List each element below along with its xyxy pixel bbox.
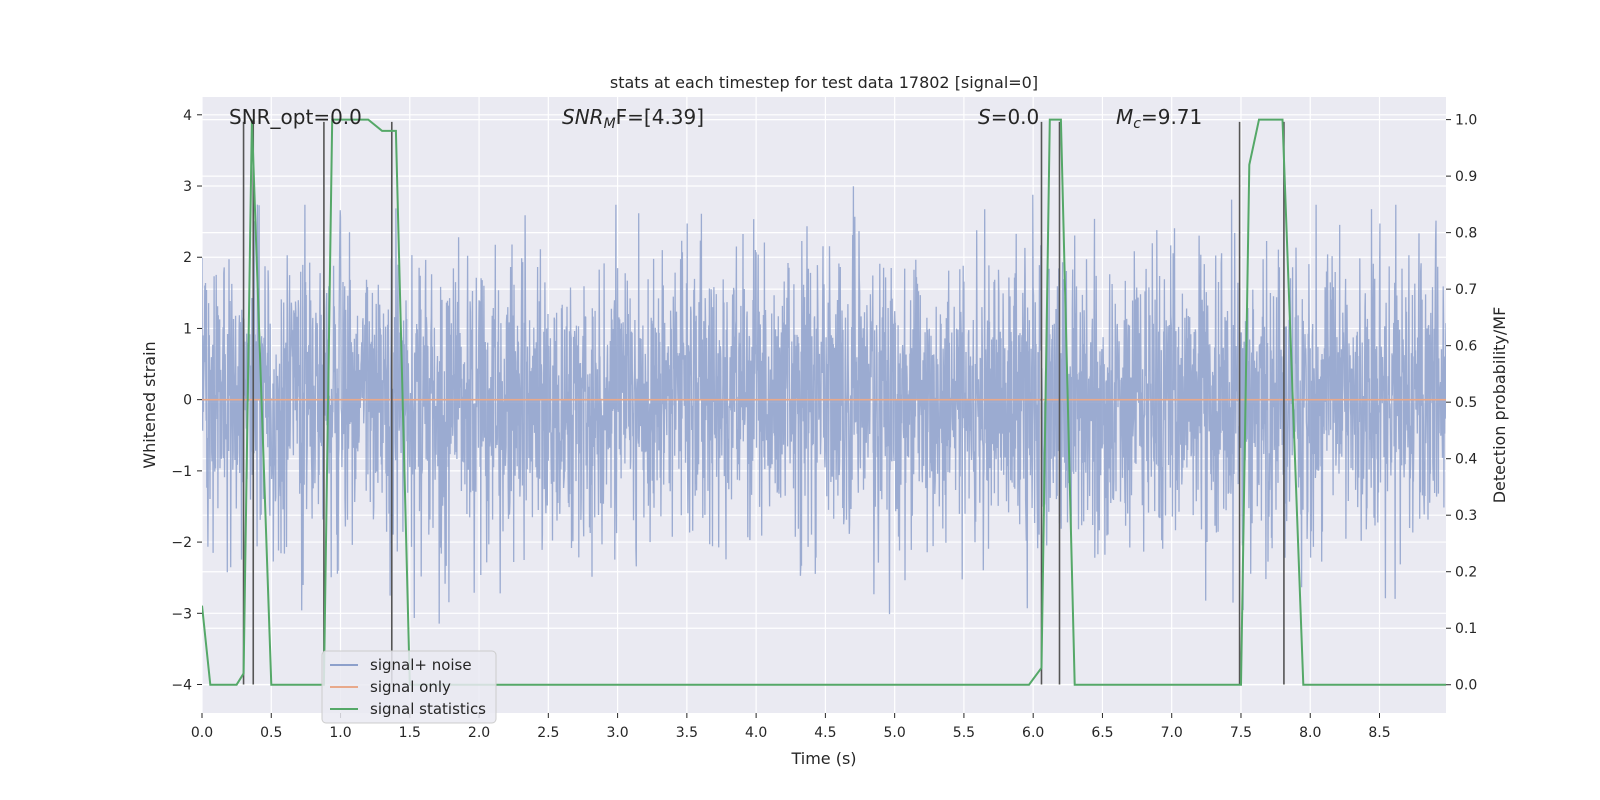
y-left-tick-label: 2 [183,250,192,266]
annotation-snr-mf: SNRMF=[4.39] [562,105,704,132]
annotation-s: S=0.0 [978,105,1039,129]
x-axis-label: Time (s) [790,749,856,768]
x-tick-label: 5.5 [953,725,975,741]
y-axis-right-label: Detection probability/MF [1490,307,1509,504]
x-tick-label: 8.0 [1299,725,1321,741]
y-right-tick-label: 0.1 [1455,621,1477,637]
x-tick-label: 6.0 [1022,725,1044,741]
y-right-tick-label: 1.0 [1455,113,1477,129]
y-left-tick-label: 4 [183,108,192,124]
y-right-tick-label: 0.2 [1455,565,1477,581]
x-tick-label: 7.5 [1230,725,1252,741]
y-right-tick-label: 0.8 [1455,226,1477,242]
legend-box [321,650,497,724]
y-left-tick-label: 1 [183,321,192,337]
x-tick-label: 0.0 [191,725,213,741]
x-tick-label: 4.5 [814,725,836,741]
x-tick-label: 2.0 [468,725,490,741]
y-right-tick-label: 0.5 [1455,395,1477,411]
annotations: SNR_opt=0.0 SNRMF=[4.39] S=0.0 Mc=9.71 [229,105,1202,132]
chart-title: stats at each timestep for test data 178… [610,73,1038,92]
annotation-snr-opt: SNR_opt=0.0 [229,105,362,129]
y-axis-left-label: Whitened strain [140,341,159,468]
y-right-tick-label: 0.3 [1455,508,1477,524]
annotation-mc: Mc=9.71 [1116,105,1202,132]
axes: 0.0 0.5 1.0 1.5 2.0 2.5 3.0 3.5 4.0 4.5 5.0 5.5 6.0 6… [171,108,1477,741]
y-right-tick-label: 0.7 [1455,282,1477,298]
x-tick-label: 3.0 [606,725,628,741]
y-left-tick-label: −4 [171,678,192,694]
x-tick-label: 6.5 [1091,725,1113,741]
y-left-tick-label: 0 [183,393,192,409]
x-tick-label: 3.5 [676,725,698,741]
series-signal-statistics [202,118,1446,686]
y-left-tick-label: −2 [171,535,192,551]
legend-label: signal+ noise [370,656,472,674]
y-left-tick-label: −3 [171,606,192,622]
series-signal-noise [202,186,1446,624]
x-tick-label: 7.0 [1161,725,1183,741]
x-tick-label: 4.0 [745,725,767,741]
x-tick-label: 1.5 [399,725,421,741]
y-right-tick-label: 0.4 [1455,452,1477,468]
x-tick-label: 2.5 [537,725,559,741]
legend-label: signal statistics [370,700,486,718]
x-tick-label: 8.5 [1368,725,1390,741]
y-right-tick-label: 0.9 [1455,169,1477,185]
y-right-tick-label: 0.6 [1455,339,1477,355]
x-tick-label: 1.0 [329,725,351,741]
legend-label: signal only [370,678,451,696]
y-left-tick-label: 3 [183,179,192,195]
y-left-tick-label: −1 [171,464,192,480]
x-tick-label: 5.0 [884,725,906,741]
legend: signal+ noise signal only signal statistic… [321,650,497,724]
plot-content [202,118,1446,686]
x-tick-label: 0.5 [260,725,282,741]
y-right-tick-label: 0.0 [1455,678,1477,694]
